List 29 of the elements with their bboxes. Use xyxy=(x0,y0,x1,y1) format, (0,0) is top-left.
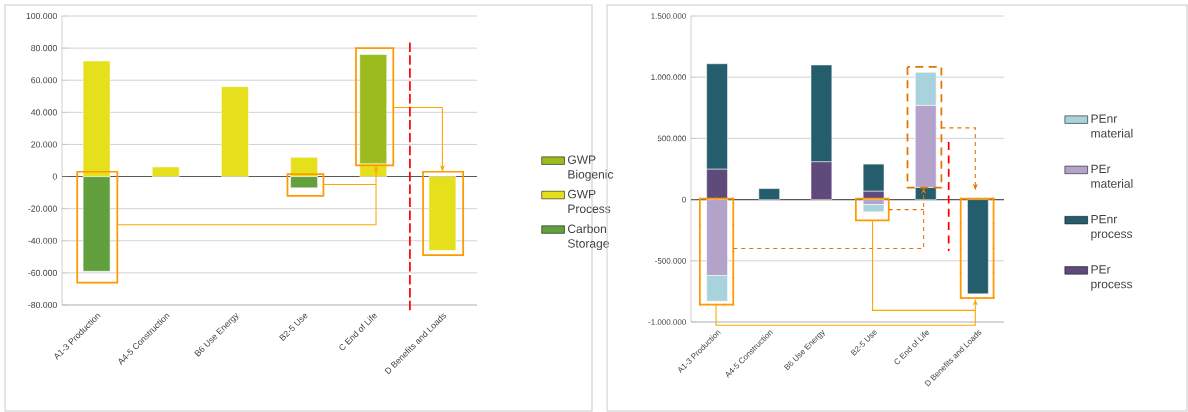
y-tick-label: -60.000 xyxy=(28,269,57,276)
bar xyxy=(758,188,780,200)
y-tick-label: -80.000 xyxy=(28,301,57,309)
legend-label: PEr material xyxy=(1091,164,1133,188)
y-tick-label: -500.000 xyxy=(655,257,686,264)
y-tick-label: 0 xyxy=(52,173,57,180)
bar xyxy=(152,166,180,177)
bar xyxy=(359,54,388,164)
legend-label: Carbon Storage xyxy=(567,224,609,251)
y-tick-label: -20.000 xyxy=(28,205,57,212)
y-tick-label: 100.000 xyxy=(26,12,57,20)
bar xyxy=(967,199,989,295)
legend-label: GWP Biogenic xyxy=(568,155,614,181)
y-tick-label: 40.000 xyxy=(31,109,57,116)
y-tick-label: 1.000.000 xyxy=(651,74,686,81)
y-tick-label: 60.000 xyxy=(31,77,57,84)
y-tick-label: 0 xyxy=(682,196,686,203)
bar xyxy=(221,86,249,177)
legend-label: PEnr material xyxy=(1091,114,1133,138)
y-tick-label: -40.000 xyxy=(28,237,57,244)
y-tick-label: 80.000 xyxy=(31,45,57,52)
legend-label: GWP Process xyxy=(568,189,611,213)
legend-label: PEnr process xyxy=(1091,215,1133,241)
y-tick-label: 500.000 xyxy=(657,135,686,142)
y-tick-label: 1.500.000 xyxy=(651,13,686,19)
legend-label: PEr process xyxy=(1091,265,1133,291)
y-tick-label: 20.000 xyxy=(31,141,57,148)
y-tick-label: -1.000.000 xyxy=(648,319,686,325)
bar xyxy=(428,176,457,251)
